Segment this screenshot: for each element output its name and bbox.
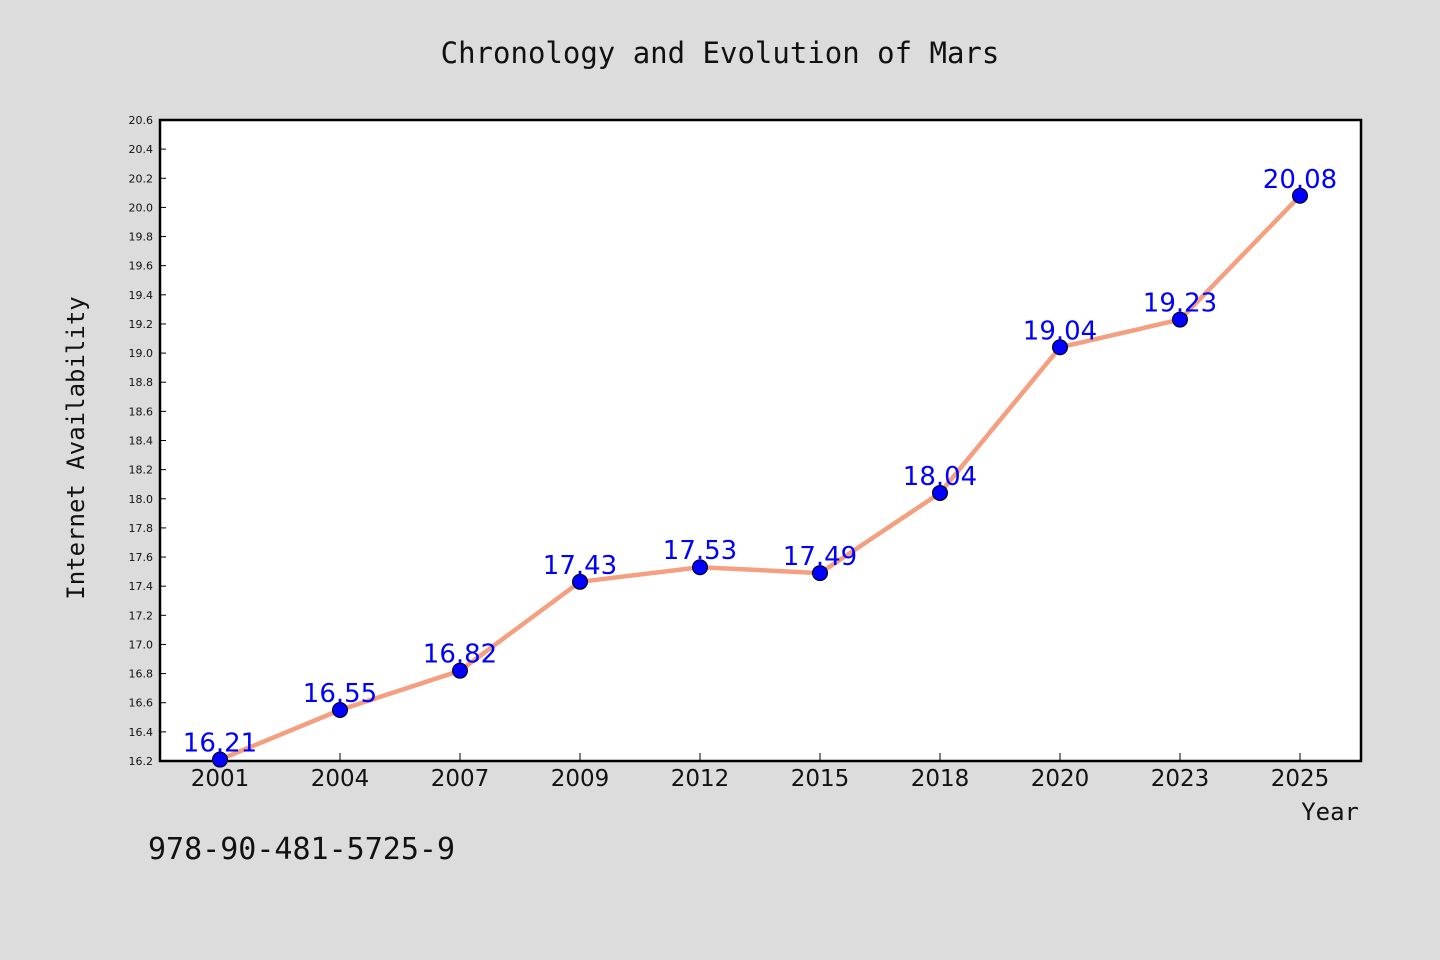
data-point: [452, 662, 468, 679]
y-tick-label: 16.8: [129, 668, 154, 681]
isbn-code: 978-90-481-5725-9: [148, 832, 456, 867]
plot-area: [158, 118, 1363, 763]
data-points: [212, 187, 1308, 768]
x-tick-label: 2009: [551, 766, 610, 792]
y-tick-label: 16.4: [129, 726, 154, 739]
chart-title: Chronology and Evolution of Mars: [441, 36, 1000, 70]
data-label: 17.53: [663, 536, 737, 566]
x-tick-label: 2023: [1151, 766, 1210, 792]
data-point: [212, 751, 228, 768]
y-tick-label: 20.0: [129, 201, 154, 214]
y-tick-label: 20.2: [129, 172, 154, 185]
data-label: 19.23: [1143, 289, 1217, 319]
data-label: 16.55: [303, 679, 377, 709]
y-tick-label: 20.4: [129, 143, 154, 156]
x-tick-label: 2025: [1271, 766, 1330, 792]
y-axis-ticks: 16.2 16.4 16.6 16.8 17.0 17.2 17.4 17.6 17.8 18.0…: [129, 114, 166, 768]
x-tick-label: 2018: [911, 766, 970, 792]
y-tick-label: 17.4: [129, 580, 154, 593]
data-label: 19.04: [1023, 316, 1097, 346]
x-tick-label: 2020: [1031, 766, 1090, 792]
y-tick-label: 18.8: [129, 376, 154, 389]
data-label: 16.21: [183, 729, 257, 759]
data-label: 18.04: [903, 462, 977, 492]
data-point: [932, 484, 948, 501]
y-tick-label: 17.8: [129, 522, 154, 535]
y-tick-label: 19.0: [129, 347, 154, 360]
y-tick-label: 16.6: [129, 697, 154, 710]
y-tick-label: 18.4: [129, 435, 154, 448]
data-label: 17.43: [543, 551, 617, 581]
data-point: [572, 573, 588, 590]
x-tick-label: 2015: [791, 766, 850, 792]
data-label: 20.08: [1263, 165, 1337, 195]
y-tick-label: 19.2: [129, 318, 154, 331]
y-tick-label: 17.6: [129, 551, 154, 564]
y-tick-label: 16.2: [129, 755, 154, 768]
x-tick-label: 2012: [671, 766, 730, 792]
y-tick-label: 19.4: [129, 289, 154, 302]
data-label: 17.49: [783, 542, 857, 572]
data-point: [812, 565, 828, 582]
x-tick-label: 2001: [191, 766, 250, 792]
y-tick-label: 19.6: [129, 260, 154, 273]
y-tick-label: 20.6: [129, 114, 154, 127]
x-tick-label: 2007: [431, 766, 490, 792]
y-axis-label: Internet Availability: [62, 296, 90, 599]
x-axis-label: Year: [1301, 798, 1359, 826]
data-labels: 16.21 16.55 16.82 17.43 17.53 17.49 18.04 19.04…: [183, 165, 1337, 759]
y-tick-label: 19.8: [129, 231, 154, 244]
series-line: [219, 194, 1302, 762]
data-point: [332, 702, 348, 719]
y-tick-label: 17.0: [129, 638, 154, 651]
x-axis-ticks: 2001 2004 2007 2009 2012 2015 2018 2020 2023 2025: [191, 753, 1330, 792]
x-tick-label: 2004: [311, 766, 370, 792]
y-tick-label: 18.6: [129, 405, 154, 418]
data-label: 16.82: [423, 640, 497, 670]
y-tick-label: 17.2: [129, 609, 154, 622]
data-point: [1052, 339, 1068, 356]
data-point: [692, 559, 708, 576]
y-tick-label: 18.2: [129, 464, 154, 477]
data-point: [1292, 187, 1308, 204]
data-point: [1172, 311, 1188, 328]
y-tick-label: 18.0: [129, 493, 154, 506]
